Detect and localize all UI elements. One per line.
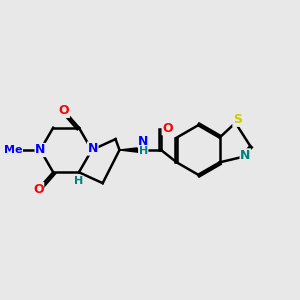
Text: H: H xyxy=(74,176,83,186)
Text: Me: Me xyxy=(4,145,22,155)
Text: S: S xyxy=(233,113,242,126)
Text: N: N xyxy=(35,143,46,157)
Text: O: O xyxy=(33,183,44,196)
Text: N: N xyxy=(240,149,250,162)
Text: O: O xyxy=(162,122,173,135)
Text: O: O xyxy=(59,104,69,117)
Text: N: N xyxy=(88,142,98,155)
Polygon shape xyxy=(119,148,140,152)
Text: N: N xyxy=(138,135,148,148)
Text: H: H xyxy=(139,146,148,156)
